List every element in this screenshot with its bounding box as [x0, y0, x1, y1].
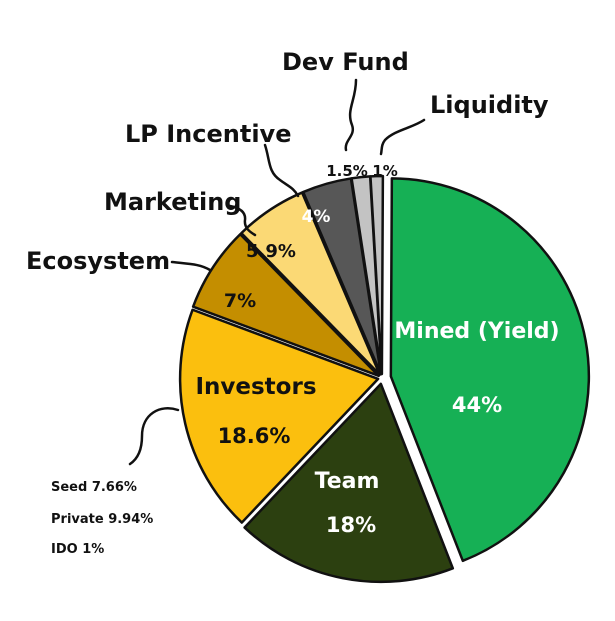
breakdown-ido: IDO 1% — [51, 542, 104, 557]
slice-value-dev-fund: 1.5% — [326, 162, 368, 180]
slice-label-lp-incentive: LP Incentive — [125, 120, 291, 148]
pie-slice-ecosystem — [191, 232, 380, 378]
pie-labels: Mined (Yield) 44% Team 18% Investors 18.… — [26, 48, 560, 557]
slice-value-investors: 18.6% — [218, 424, 291, 448]
slice-label-dev-fund: Dev Fund — [282, 48, 409, 76]
breakdown-private: Private 9.94% — [51, 512, 153, 527]
leader-lp-incentive — [263, 143, 300, 198]
slice-label-marketing: Marketing — [104, 188, 241, 216]
leader-lines — [128, 78, 426, 466]
pie-slices — [178, 174, 591, 584]
leader-dev-fund — [344, 78, 358, 152]
slice-label-mined: Mined (Yield) — [394, 319, 559, 344]
slice-value-marketing: 5.9% — [246, 241, 296, 262]
slice-value-lp-incentive: 4% — [302, 207, 331, 227]
pie-slice-mined-yield — [389, 177, 591, 563]
pie-slice-investors — [178, 308, 380, 524]
leader-marketing — [228, 204, 257, 237]
leader-investors — [128, 407, 180, 466]
pie-slice-marketing — [240, 191, 382, 376]
slice-value-team: 18% — [326, 513, 376, 537]
slice-value-ecosystem: 7% — [224, 290, 256, 312]
pie-slice-liquidity — [369, 174, 385, 376]
slice-label-investors: Investors — [195, 374, 316, 400]
slice-label-liquidity: Liquidity — [430, 91, 549, 119]
slice-value-mined: 44% — [452, 393, 502, 417]
leader-ecosystem — [170, 260, 212, 272]
pie-slice-team — [243, 382, 455, 584]
slice-label-ecosystem: Ecosystem — [26, 247, 170, 275]
leader-liquidity — [379, 118, 426, 156]
slice-value-liquidity: 1% — [372, 162, 397, 180]
slice-label-team: Team — [315, 469, 380, 494]
breakdown-seed: Seed 7.66% — [51, 480, 137, 495]
